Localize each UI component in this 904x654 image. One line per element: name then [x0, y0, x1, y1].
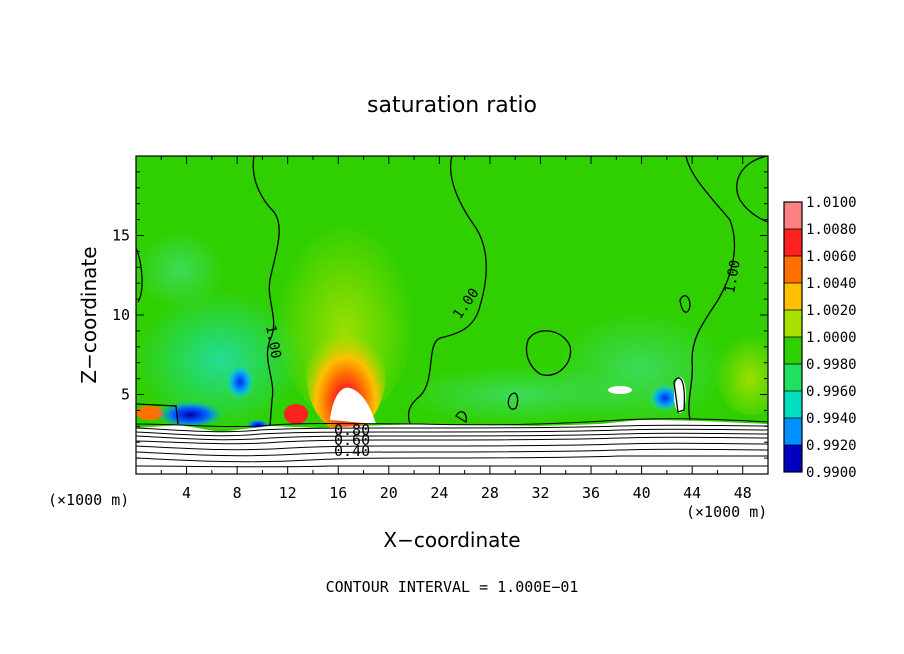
contour-label-1.00-c: 1.00: [722, 259, 744, 295]
x-tick-label: 40: [633, 484, 651, 502]
colorbar-label: 1.0100: [806, 195, 857, 211]
blue-minimum-8km: [226, 364, 254, 400]
cyan-region-left: [136, 290, 305, 430]
plot-area: [136, 156, 768, 474]
colorbar-label: 0.9900: [806, 465, 857, 481]
x-unit-right: (×1000 m): [686, 503, 767, 521]
colorbar-label: 1.0080: [806, 222, 857, 238]
contour-label-0.40: 0.40: [334, 442, 370, 460]
colorbar-label: 0.9940: [806, 411, 857, 427]
colorbar-swatch: [784, 256, 802, 284]
blue-minimum-42km: [649, 384, 681, 412]
colorbar-swatch: [784, 337, 802, 365]
y-axis: 5 10 15: [112, 171, 768, 459]
white-patch-38km: [608, 386, 632, 394]
colorbar-label: 0.9980: [806, 357, 857, 373]
colorbar: 1.0100 1.0080 1.0060 1.0040 1.0020 1.0000 0.99…: [783, 195, 857, 481]
colorbar-swatch: [784, 391, 802, 419]
colorbar-swatch: [784, 364, 802, 392]
y-tick-label: 5: [121, 386, 130, 404]
warm-plume-small: [284, 404, 308, 424]
colorbar-swatch: [784, 229, 802, 257]
contour-interval-note: CONTOUR INTERVAL = 1.000E−01: [326, 578, 579, 596]
green-light-band: [136, 230, 225, 310]
blue-minimum-left: [156, 398, 224, 426]
chart-title: saturation ratio: [367, 93, 537, 118]
terrain-contours: [136, 418, 768, 468]
contour-lines-1.00: [136, 156, 768, 427]
x-tick-label: 28: [481, 484, 499, 502]
x-tick-label: 16: [329, 484, 347, 502]
colorbar-swatch: [784, 445, 802, 473]
x-tick-label: 32: [531, 484, 549, 502]
colorbar-label: 1.0060: [806, 249, 857, 265]
y-tick-label: 10: [112, 306, 130, 324]
x-unit-left: (×1000 m): [48, 491, 129, 509]
y-axis-label: Z−coordinate: [77, 246, 101, 383]
colorbar-label: 1.0000: [806, 330, 857, 346]
contour-label-0.60: 0.60: [334, 431, 370, 449]
contour-label-1.00-a: 1.00: [262, 324, 284, 360]
x-tick-label: 12: [279, 484, 297, 502]
x-axis: 4 8 12 16 20 24 28 32 36 40 44 48: [160, 156, 752, 502]
x-tick-label: 44: [683, 484, 701, 502]
x-tick-label: 8: [233, 484, 242, 502]
x-tick-label: 24: [430, 484, 448, 502]
x-tick-label: 48: [734, 484, 752, 502]
contour-label-0.80: 0.80: [334, 421, 370, 439]
colorbar-label: 1.0020: [806, 303, 857, 319]
colorbar-swatch: [784, 418, 802, 446]
white-patch-plume: [330, 387, 376, 424]
colorbar-label: 0.9960: [806, 384, 857, 400]
colorbar-label: 0.9920: [806, 438, 857, 454]
cyan-region-mid: [400, 365, 640, 425]
colorbar-label: 1.0040: [806, 276, 857, 292]
x-axis-label: X−coordinate: [383, 528, 520, 552]
x-tick-label: 36: [582, 484, 600, 502]
colorbar-swatch: [784, 310, 802, 338]
colorbar-swatch: [784, 283, 802, 311]
yellow-halo-right: [715, 325, 768, 415]
x-tick-label: 4: [182, 484, 191, 502]
colorbar-swatch: [784, 202, 802, 230]
y-tick-label: 15: [112, 227, 130, 245]
x-tick-label: 20: [380, 484, 398, 502]
